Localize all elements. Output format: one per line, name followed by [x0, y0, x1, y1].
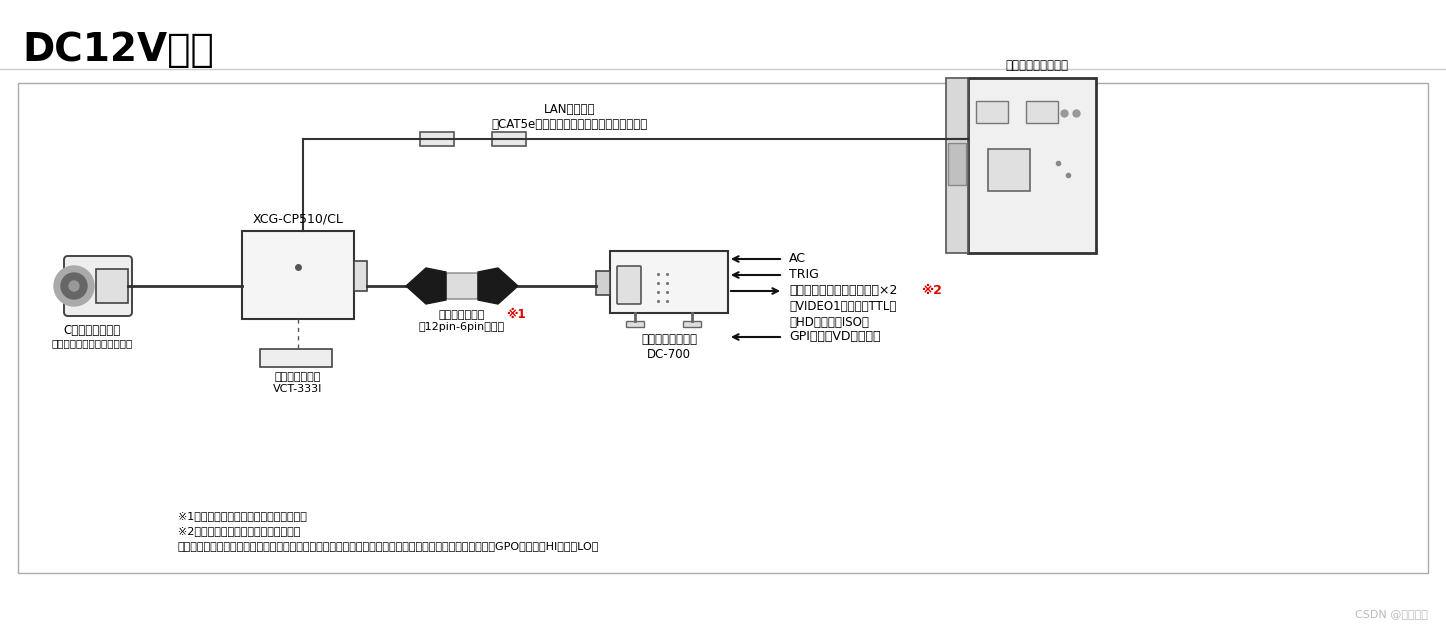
Bar: [976, 101, 1008, 123]
Bar: [241, 231, 354, 319]
Bar: [596, 271, 610, 295]
Polygon shape: [406, 268, 445, 304]
Text: カメラアダプター
DC-700: カメラアダプター DC-700: [641, 333, 697, 361]
Text: 設定により、次の信号から選択することが出来ます。エクスポージャ出力／ストロボコントロール出力／GPO（固定値HIまたはLO）: 設定により、次の信号から選択することが出来ます。エクスポージャ出力／ストロボコン…: [178, 541, 600, 551]
Bar: [988, 149, 1030, 191]
FancyBboxPatch shape: [64, 256, 132, 316]
Polygon shape: [479, 268, 518, 304]
FancyBboxPatch shape: [445, 273, 479, 299]
Circle shape: [54, 266, 94, 306]
Text: ※1詳しくは特約店におたずねください。: ※1詳しくは特約店におたずねください。: [178, 511, 307, 521]
Bar: [626, 321, 643, 327]
Bar: [967, 78, 1096, 253]
Text: 三脚アダプター
VCT-333I: 三脚アダプター VCT-333I: [273, 372, 322, 394]
Text: マルチファンクション出力×2: マルチファンクション出力×2: [790, 285, 898, 297]
Bar: [260, 349, 333, 367]
Text: CSDN @深度混淆: CSDN @深度混淆: [1355, 609, 1429, 619]
Text: AC: AC: [790, 253, 805, 265]
Text: ※2マルチファンクション出力について: ※2マルチファンクション出力について: [178, 526, 301, 536]
Bar: [946, 78, 967, 253]
Text: （VIDEO1ライン：TTL）: （VIDEO1ライン：TTL）: [790, 301, 897, 313]
Text: （HDライン：ISO）: （HDライン：ISO）: [790, 315, 869, 328]
Bar: [683, 321, 701, 327]
Circle shape: [69, 281, 80, 291]
FancyBboxPatch shape: [617, 266, 641, 304]
Bar: [492, 132, 526, 146]
Text: GPI入力（VDライン）: GPI入力（VDライン）: [790, 331, 881, 344]
Bar: [610, 251, 727, 313]
Text: DC12V接続: DC12V接続: [22, 31, 214, 69]
Bar: [354, 261, 367, 291]
FancyBboxPatch shape: [95, 269, 129, 303]
Text: TRIG: TRIG: [790, 269, 818, 281]
Bar: [949, 143, 966, 185]
Text: Cマウントレンズ: Cマウントレンズ: [64, 324, 120, 337]
Text: LANケーブル
（CAT5eまたは上位規格をご使用ください）: LANケーブル （CAT5eまたは上位規格をご使用ください）: [492, 103, 648, 131]
Text: ※2: ※2: [921, 285, 941, 297]
Text: 推奨レンズ：高解像度レンズ: 推奨レンズ：高解像度レンズ: [52, 338, 133, 348]
Text: ※1: ※1: [506, 308, 526, 321]
Bar: [17, 83, 1429, 573]
Text: ネットワークカード: ネットワークカード: [1005, 59, 1069, 72]
Circle shape: [61, 273, 87, 299]
Text: XCG-CP510/CL: XCG-CP510/CL: [253, 212, 344, 225]
Text: カメラケーブル
（12pin-6pin変換）: カメラケーブル （12pin-6pin変換）: [419, 310, 505, 331]
Bar: [1027, 101, 1058, 123]
Bar: [419, 132, 454, 146]
